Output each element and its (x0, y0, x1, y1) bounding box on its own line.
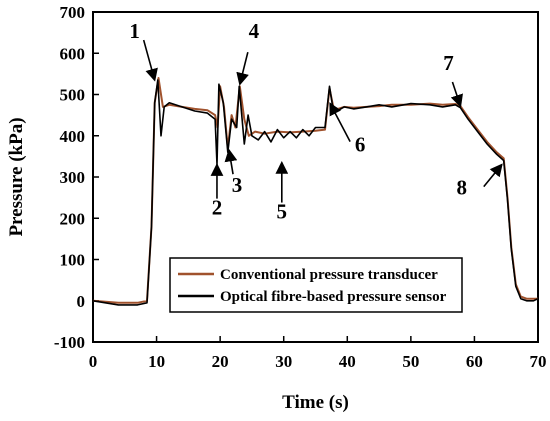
annotation-arrow (329, 102, 351, 142)
annotation-arrow (236, 51, 249, 86)
annotation-label-6: 6 (355, 133, 366, 157)
legend-label-1: Conventional pressure transducer (220, 267, 438, 283)
annotation-label-7: 7 (443, 51, 454, 75)
x-tick-label: 60 (466, 352, 483, 371)
y-axis-label: Pressure (kPa) (6, 117, 27, 236)
y-tick-label: 600 (60, 44, 86, 63)
annotation-label-2: 2 (212, 196, 223, 220)
x-tick-label: 10 (148, 352, 165, 371)
y-tick-label: -100 (54, 333, 85, 352)
x-tick-label: 20 (212, 352, 229, 371)
y-tick-label: 300 (60, 168, 86, 187)
y-tick-label: 0 (77, 292, 86, 311)
annotation-arrow (142, 39, 158, 82)
series-line-2 (92, 79, 539, 306)
x-tick-label: 50 (402, 352, 419, 371)
annotation-label-4: 4 (249, 19, 260, 43)
x-tick-label: 30 (275, 352, 292, 371)
annotation-label-3: 3 (232, 173, 243, 197)
annotation-label-5: 5 (277, 200, 288, 224)
series-layer (92, 77, 539, 306)
x-axis-label: Time (s) (282, 392, 349, 413)
annotation-arrow (224, 148, 238, 175)
y-tick-label: 200 (60, 209, 86, 228)
x-tick-label: 40 (339, 352, 356, 371)
legend-box (169, 257, 463, 313)
annotation-label-8: 8 (457, 176, 468, 200)
annotation-arrow (483, 163, 503, 188)
annotation-label-1: 1 (129, 19, 140, 43)
y-tick-label: 100 (60, 251, 86, 270)
y-tick-label: 700 (60, 3, 86, 22)
plot-area-frame (92, 11, 539, 343)
x-tick-label: 70 (530, 352, 547, 371)
y-tick-label: 400 (60, 127, 86, 146)
y-tick-label: 500 (60, 86, 86, 105)
legend: Conventional pressure transducer Optical … (169, 257, 463, 313)
legend-label-2: Optical fibre-based pressure sensor (220, 289, 447, 305)
y-axis-ticks: -100 0 100 200 300 400 500 600 700 (54, 3, 99, 352)
x-tick-label: 0 (89, 352, 98, 371)
annotation-arrow (450, 81, 463, 108)
